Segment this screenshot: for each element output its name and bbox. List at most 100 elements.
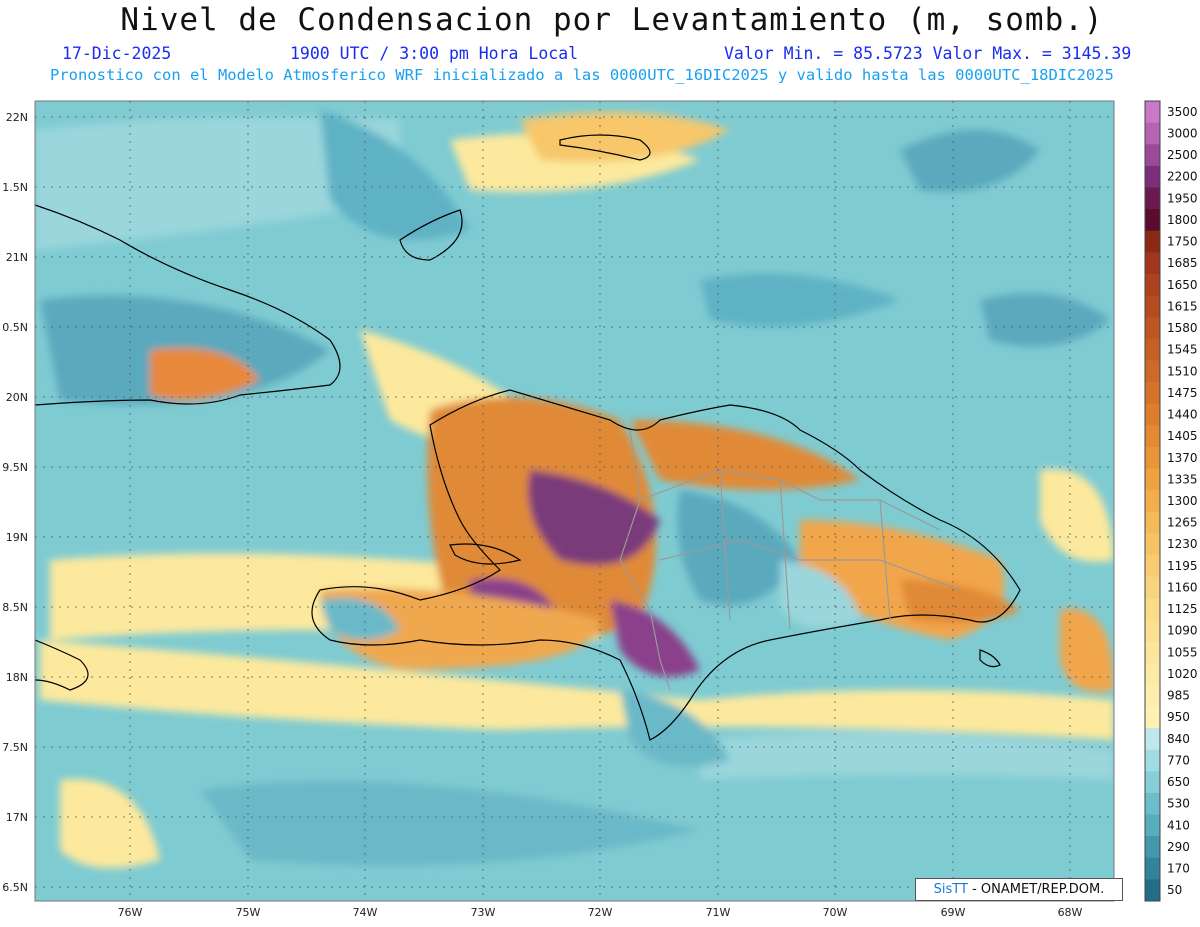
lat-label: 9.5N <box>2 461 28 474</box>
colorbar-swatch <box>1145 576 1160 599</box>
lat-label: 18N <box>6 671 28 684</box>
lat-label: 6.5N <box>2 881 28 894</box>
longitude-axis: 76W 75W 74W 73W 72W 71W 70W 69W 68W <box>118 906 1083 919</box>
colorbar-label: 1475 <box>1167 386 1198 400</box>
colorbar-label: 650 <box>1167 775 1190 789</box>
latitude-axis: 22N 1.5N 21N 0.5N 20N 9.5N 19N 8.5N 18N … <box>2 111 28 894</box>
lon-label: 74W <box>353 906 378 919</box>
lat-label: 22N <box>6 111 28 124</box>
colorbar-label: 1685 <box>1167 256 1198 270</box>
lon-label: 72W <box>588 906 613 919</box>
colorbar-swatch <box>1145 706 1160 729</box>
colorbar-swatch <box>1145 857 1160 880</box>
colorbar-swatch <box>1145 317 1160 340</box>
colorbar-label: 2500 <box>1167 148 1198 162</box>
colorbar-label: 1055 <box>1167 645 1198 659</box>
lon-label: 70W <box>823 906 848 919</box>
colorbar-swatch <box>1145 468 1160 491</box>
colorbar-swatch <box>1145 749 1160 772</box>
lon-label: 68W <box>1058 906 1083 919</box>
province-borders <box>619 429 961 691</box>
colorbar-swatch <box>1145 446 1160 470</box>
colorbar-label: 1300 <box>1167 494 1198 508</box>
colorbar-label: 410 <box>1167 818 1190 832</box>
colorbar-swatch <box>1145 252 1160 275</box>
colorbar-label: 1800 <box>1167 213 1198 227</box>
colorbar-swatch <box>1145 209 1160 232</box>
date-label: 17-Dic-2025 <box>62 44 172 63</box>
colorbar-label: 2200 <box>1167 170 1198 184</box>
colorbar-swatch <box>1145 598 1160 621</box>
colorbar-swatch <box>1145 403 1160 426</box>
lat-label: 20N <box>6 391 28 404</box>
coastlines <box>35 134 1021 741</box>
colorbar-label: 950 <box>1167 710 1190 724</box>
colorbar-swatch <box>1145 338 1160 361</box>
credit-text: - ONAMET/REP.DOM. <box>967 882 1105 897</box>
colorbar-label: 1405 <box>1167 429 1198 443</box>
colorbar-swatch <box>1145 879 1160 902</box>
lat-label: 1.5N <box>2 181 28 194</box>
colorbar-swatch <box>1145 187 1160 210</box>
lat-label: 8.5N <box>2 601 28 614</box>
colorbar-label: 530 <box>1167 797 1190 811</box>
graticule <box>35 101 1114 901</box>
colorbar-swatch <box>1145 555 1160 578</box>
colorbar-border <box>1144 100 1161 902</box>
colorbar-label: 3500 <box>1167 105 1198 119</box>
lat-label: 17N <box>6 811 28 824</box>
colorbar-label: 1195 <box>1167 559 1198 573</box>
colorbar-swatch <box>1145 165 1160 188</box>
colorbar-label: 1265 <box>1167 516 1198 530</box>
colorbar-swatch <box>1145 122 1160 145</box>
colorbar-label: 1545 <box>1167 343 1198 357</box>
colorbar-swatch <box>1145 663 1160 686</box>
colorbar-label: 1750 <box>1167 235 1198 249</box>
colorbar-swatch <box>1145 619 1160 643</box>
colorbar-swatch <box>1145 360 1160 383</box>
colorbar-swatch <box>1145 792 1160 816</box>
colorbar-label: 1020 <box>1167 667 1198 681</box>
colorbar-label: 770 <box>1167 753 1190 767</box>
colorbar-swatch <box>1145 101 1160 124</box>
lon-label: 75W <box>236 906 261 919</box>
colorbar: 3500 3000 2500 2200 1950 1800 1750 1685 1650 1615… <box>1144 100 1198 902</box>
colorbar-swatch <box>1145 144 1160 167</box>
colorbar-label: 1090 <box>1167 624 1198 638</box>
colorbar-label: 1510 <box>1167 364 1198 378</box>
colorbar-swatch <box>1145 641 1160 664</box>
colorbar-swatch <box>1145 836 1160 859</box>
credit-box: SisTT - ONAMET/REP.DOM. <box>915 878 1123 901</box>
colorbar-swatch <box>1145 230 1160 253</box>
colorbar-label: 290 <box>1167 840 1190 854</box>
colorbar-label: 1580 <box>1167 321 1198 335</box>
colorbar-swatch <box>1145 273 1160 297</box>
colorbar-label: 985 <box>1167 689 1190 703</box>
colorbar-label: 1370 <box>1167 451 1198 465</box>
chart-title: Nivel de Condensacion por Levantamiento … <box>120 2 1104 38</box>
colorbar-label: 840 <box>1167 732 1190 746</box>
colorbar-swatch <box>1145 533 1160 556</box>
colorbar-label: 1125 <box>1167 602 1198 616</box>
lat-label: 19N <box>6 531 28 544</box>
colorbar-label: 1650 <box>1167 278 1198 292</box>
colorbar-label: 50 <box>1167 883 1182 897</box>
colorbar-label: 1230 <box>1167 537 1198 551</box>
colorbar-label: 170 <box>1167 862 1190 876</box>
colorbar-swatch <box>1145 771 1160 794</box>
colorbar-label: 3000 <box>1167 126 1198 140</box>
colorbar-label: 1615 <box>1167 299 1198 313</box>
time-label: 1900 UTC / 3:00 pm Hora Local <box>290 44 579 63</box>
colorbar-swatch <box>1145 295 1160 318</box>
model-info-label: Pronostico con el Modelo Atmosferico WRF… <box>50 66 1114 84</box>
lon-label: 69W <box>941 906 966 919</box>
colorbar-swatch <box>1145 814 1160 837</box>
lon-label: 73W <box>471 906 496 919</box>
sistt-logo: SisTT <box>933 882 968 897</box>
colorbar-swatch <box>1145 511 1160 534</box>
colorbar-swatch <box>1145 490 1160 513</box>
map-area <box>35 101 1114 901</box>
lat-label: 7.5N <box>2 741 28 754</box>
colorbar-label: 1160 <box>1167 580 1198 594</box>
colorbar-swatch <box>1145 425 1160 448</box>
